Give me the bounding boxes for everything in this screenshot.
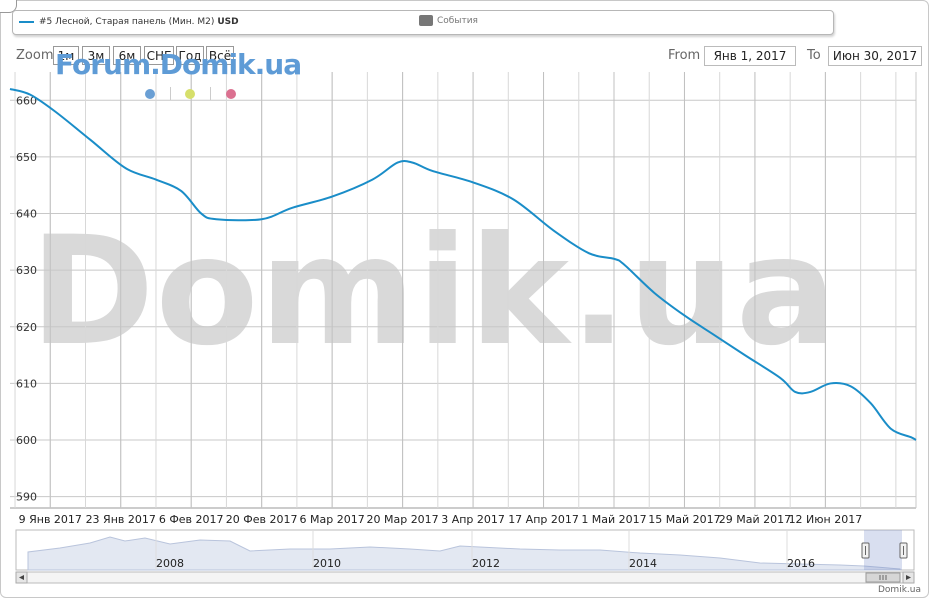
credit-link[interactable]: Domik.ua (878, 585, 921, 595)
y-tick-label: 590 (16, 491, 37, 504)
legend-series-label: #5 Лесной, Старая панель (Мин. М2) (39, 17, 215, 27)
x-axis-labels: 9 Янв 2017 23 Янв 2017 6 Фев 2017 20 Фев 20… (19, 513, 863, 526)
x-tick-label: 20 Фев 2017 (226, 513, 298, 526)
navigator-year-label: 2010 (313, 557, 341, 570)
watermark: Domik.ua (30, 205, 839, 379)
zoom-button-1m[interactable]: 1м (53, 46, 79, 65)
navigator-year-label: 2014 (629, 557, 657, 570)
x-tick-label: 3 Апр 2017 (441, 513, 505, 526)
navigator-selection (864, 530, 902, 570)
zoom-button-all[interactable]: Всё (206, 46, 234, 65)
legend-events-label: События (437, 16, 478, 26)
x-tick-label: 6 Мар 2017 (300, 513, 365, 526)
zoom-button-1y[interactable]: Год (176, 46, 204, 65)
x-tick-label: 29 Май 2017 (719, 513, 791, 526)
x-tick-label: 15 Май 2017 (648, 513, 720, 526)
from-date-input[interactable]: Янв 1, 2017 (704, 46, 796, 66)
legend-series-unit: USD (217, 17, 239, 27)
y-tick-label: 610 (16, 377, 37, 390)
color-dot-blue[interactable] (145, 89, 155, 99)
scroll-left-arrow-icon (19, 575, 24, 580)
legend-item-series[interactable]: #5 Лесной, Старая панель (Мин. М2) USD (19, 17, 239, 27)
x-tick-label: 6 Фев 2017 (159, 513, 224, 526)
x-tick-label: 17 Апр 2017 (508, 513, 579, 526)
horizontal-gridlines (10, 72, 917, 509)
navigator-year-label: 2008 (156, 557, 184, 570)
navigator: 2008 2010 2012 2014 2016 (15, 529, 915, 584)
y-tick-label: 620 (16, 321, 37, 334)
y-axis-labels: 590 600 610 620 630 640 650 660 (16, 94, 37, 503)
navigator-year-label: 2012 (472, 557, 500, 570)
color-dot-yellow[interactable] (185, 89, 195, 99)
y-tick-label: 660 (16, 94, 37, 107)
zoom-button-3m[interactable]: 3м (82, 46, 110, 65)
x-tick-label: 23 Янв 2017 (86, 513, 156, 526)
x-tick-label: 12 Июн 2017 (789, 513, 863, 526)
color-dot-pink[interactable] (226, 89, 236, 99)
series-swatch (19, 20, 34, 23)
navigator-series (27, 536, 901, 571)
series-line (9, 88, 917, 441)
plot-area (9, 88, 917, 441)
zoom-button-ytd[interactable]: СНГ (144, 46, 174, 65)
dot-separator (170, 87, 171, 100)
vertical-gridlines (14, 72, 897, 508)
x-tick-label: 20 Мар 2017 (366, 513, 438, 526)
from-label: From (668, 48, 701, 63)
to-label: To (807, 48, 821, 63)
to-date-input[interactable]: Июн 30, 2017 (828, 46, 922, 66)
zoom-button-6m[interactable]: 6м (113, 46, 141, 65)
forum-logo: Forum.Domik.ua (55, 48, 302, 81)
y-tick-label: 640 (16, 208, 37, 221)
corner-tab[interactable] (0, 0, 17, 13)
zoom-label: Zoom (16, 48, 54, 63)
legend-item-events[interactable]: События (419, 15, 478, 26)
y-tick-label: 650 (16, 151, 37, 164)
y-tick-label: 600 (16, 434, 37, 447)
events-swatch (419, 15, 433, 26)
dot-separator (210, 87, 211, 100)
x-tick-label: 9 Янв 2017 (19, 513, 82, 526)
y-tick-label: 630 (16, 264, 37, 277)
x-tick-label: 1 Май 2017 (581, 513, 646, 526)
legend: #5 Лесной, Старая панель (Мин. М2) USD Со… (12, 10, 834, 35)
navigator-year-label: 2016 (787, 557, 815, 570)
scroll-right-arrow-icon (906, 575, 911, 580)
scrollbar-track (15, 571, 915, 584)
